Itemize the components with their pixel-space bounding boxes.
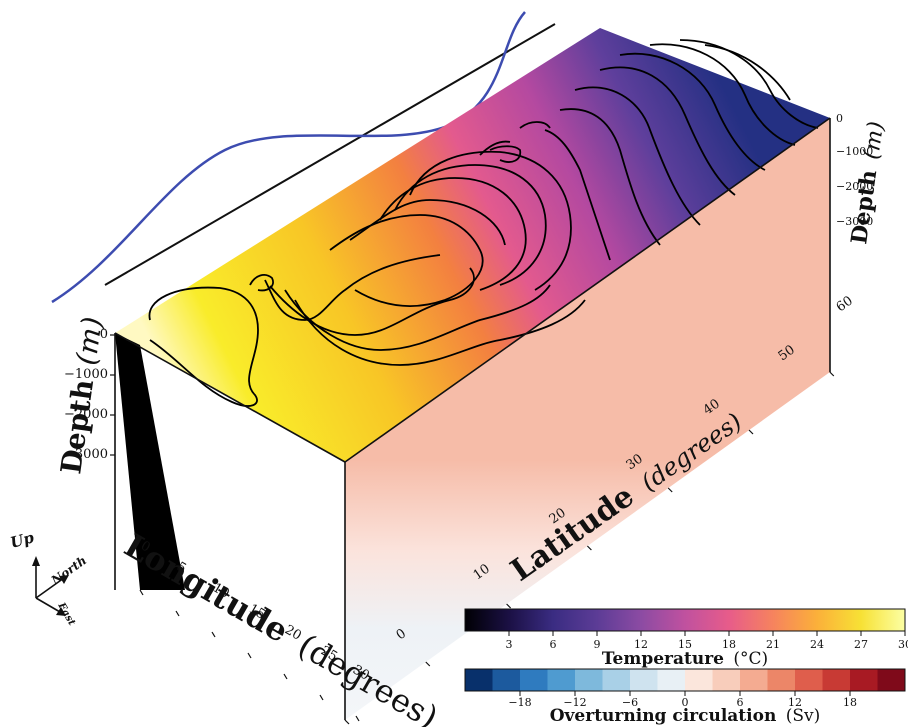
- overturning-swatch: [822, 669, 851, 691]
- overturning-swatch: [850, 669, 878, 691]
- latitude-tick-mark: [586, 545, 592, 551]
- overturning-colorbar-swatches: [465, 669, 906, 691]
- temperature-colorbar-gradient: [464, 608, 906, 632]
- longitude-tick-mark: [319, 694, 324, 701]
- temperature-tick-label: 24: [810, 638, 824, 651]
- overturning-tick-label: 18: [843, 696, 857, 709]
- longitude-tick-4: 20: [282, 622, 304, 643]
- overturning-tick-label: −12: [563, 696, 586, 709]
- overturning-swatch: [657, 669, 686, 691]
- overturning-colorbar-title: Overturning circulation (Sv): [550, 706, 821, 726]
- overturning-tick-label: 12: [788, 696, 802, 709]
- depth-right-tick-2: −2000: [836, 180, 873, 193]
- temperature-tick-label: 27: [854, 638, 868, 651]
- overturning-tick-label: −6: [622, 696, 638, 709]
- box-front-face: [345, 118, 830, 720]
- overturning-swatch: [492, 669, 521, 691]
- longitude-tick-mark: [175, 610, 180, 617]
- overturning-swatch: [520, 669, 548, 691]
- overturning-swatch: [877, 669, 906, 691]
- temperature-colorbar-title: Temperature (°C): [602, 649, 768, 669]
- axis-ticks: [110, 334, 835, 725]
- latitude-tick-mark: [425, 661, 431, 667]
- overturning-swatch: [740, 669, 768, 691]
- overturning-swatch: [767, 669, 796, 691]
- depth-left-tick-0: 0: [100, 327, 108, 342]
- temperature-tick-label: 9: [594, 638, 601, 651]
- longitude-tick-mark: [139, 589, 144, 596]
- overturning-swatch: [712, 669, 741, 691]
- longitude-tick-2: 10: [210, 580, 232, 601]
- latitude-tick-mark: [748, 429, 754, 435]
- boundary-wedge: [115, 333, 185, 590]
- overturning-tick-label: 6: [737, 696, 744, 709]
- longitude-tick-3: 15: [246, 601, 268, 622]
- overturning-swatch: [575, 669, 603, 691]
- overturning-swatch: [547, 669, 576, 691]
- longitude-tick-mark: [355, 715, 360, 722]
- compass-up-label: Up: [8, 528, 36, 552]
- depth-left-tick-3: −3000: [64, 447, 108, 462]
- temperature-tick-label: 12: [634, 638, 648, 651]
- compass-north-label: North: [48, 553, 89, 588]
- overturning-colorbar-ticks: −18 −12 −6 0 6 12 18: [508, 691, 857, 709]
- temperature-colorbar: 3 6 9 12 15 18 21 24 27 30 Temperature (°C): [464, 608, 908, 669]
- depth-left-tick-2: −2000: [64, 407, 108, 422]
- temperature-tick-label: 6: [550, 638, 557, 651]
- temperature-tick-label: 18: [722, 638, 736, 651]
- depth-right-tick-0: 0: [836, 112, 843, 125]
- depth-right-tick-3: −3000: [836, 215, 873, 228]
- latitude-tick-mark: [667, 487, 673, 493]
- latitude-tick-mark: [829, 371, 835, 377]
- overturning-swatch: [602, 669, 631, 691]
- depth-left-tick-1: −1000: [64, 367, 108, 382]
- temperature-tick-label: 21: [766, 638, 780, 651]
- top-profile-curve: [51, 11, 526, 304]
- temperature-tick-label: 15: [678, 638, 692, 651]
- temperature-colorbar-ticks: 3 6 9 12 15 18 21 24 27 30: [506, 631, 908, 651]
- longitude-tick-5: 25: [318, 643, 340, 664]
- temperature-tick-label: 3: [506, 638, 513, 651]
- longitude-tick-mark: [247, 652, 252, 659]
- depth-right-tick-1: −1000: [836, 145, 873, 158]
- box-edges: [114, 117, 831, 720]
- latitude-tick-mark: [344, 719, 350, 725]
- box-top-face: [115, 28, 830, 462]
- latitude-tick-mark: [506, 603, 512, 609]
- longitude-tick-mark: [211, 631, 216, 638]
- temperature-contours: [148, 39, 819, 407]
- compass: Up North East: [8, 528, 89, 628]
- latitude-tick-6: 60: [834, 293, 856, 315]
- overturning-tick-label: 0: [682, 696, 689, 709]
- overturning-swatch: [795, 669, 823, 691]
- overturning-colorbar: −18 −12 −6 0 6 12 18 Overturning circulation (…: [464, 668, 906, 726]
- top-reference-line: [104, 23, 556, 286]
- longitude-tick-mark: [283, 673, 288, 680]
- overturning-swatch: [465, 669, 493, 691]
- longitude-tick-6: 30: [350, 662, 372, 683]
- overturning-swatch: [630, 669, 658, 691]
- overturning-swatch: [685, 669, 713, 691]
- temperature-tick-label: 30: [898, 638, 908, 651]
- overturning-tick-label: −18: [508, 696, 531, 709]
